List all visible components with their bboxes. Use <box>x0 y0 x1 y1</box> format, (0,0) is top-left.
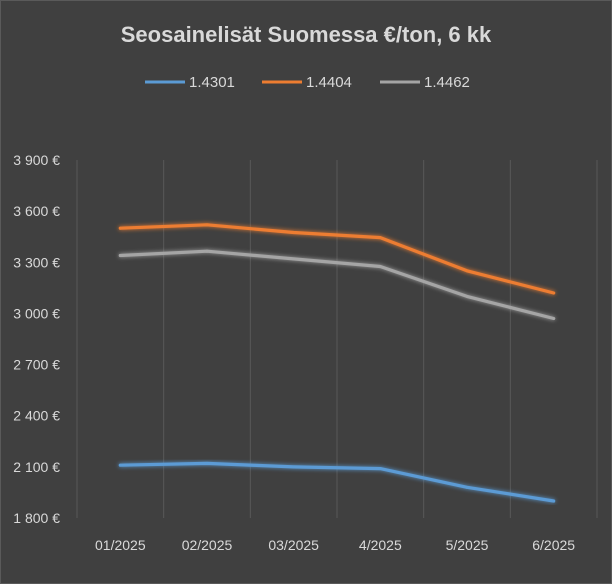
data-point <box>378 467 382 470</box>
data-point <box>292 257 296 261</box>
legend-label: 1.4301 <box>189 74 235 91</box>
data-point <box>378 236 382 239</box>
legend-label: 1.4404 <box>306 74 352 91</box>
data-point <box>378 265 382 268</box>
series-line-1.4462 <box>118 249 556 321</box>
y-tick-label: 2 100 € <box>13 459 60 475</box>
y-tick-label: 2 400 € <box>13 408 60 424</box>
x-tick-label: 5/2025 <box>446 537 489 553</box>
data-point <box>205 462 209 465</box>
y-tick-label: 3 000 € <box>13 305 60 321</box>
x-axis: 01/2025 02/2025 03/2025 4/2025 5/2025 6/2025 <box>95 537 575 553</box>
data-point <box>118 254 122 257</box>
data-point <box>205 223 209 227</box>
legend-label: 1.4462 <box>424 74 470 91</box>
x-tick-label: 03/2025 <box>268 537 319 553</box>
series-line-1.4404 <box>118 223 556 295</box>
y-tick-label: 2 700 € <box>13 357 60 373</box>
x-tick-label: 6/2025 <box>532 537 575 553</box>
data-point <box>205 249 209 253</box>
y-axis: 1 800 € 2 100 € 2 400 € 2 700 € 3 000 € 3 300… <box>13 152 60 526</box>
data-point <box>465 485 469 489</box>
chart-title: Seosainelisät Suomessa €/ton, 6 kk <box>121 22 492 47</box>
x-tick-label: 02/2025 <box>182 537 233 553</box>
data-point <box>292 231 296 234</box>
series-line-1.4301 <box>118 461 556 503</box>
data-point <box>292 465 296 469</box>
data-point <box>465 294 469 298</box>
data-point <box>118 226 122 230</box>
y-tick-label: 3 300 € <box>13 254 60 270</box>
y-tick-label: 3 600 € <box>13 203 60 219</box>
x-tick-label: 01/2025 <box>95 537 146 553</box>
data-point <box>552 291 556 295</box>
y-tick-label: 3 900 € <box>13 152 60 168</box>
series-lines <box>118 223 556 503</box>
gridlines <box>76 160 598 518</box>
data-point <box>118 463 122 467</box>
y-tick-label: 1 800 € <box>13 510 60 526</box>
x-tick-label: 4/2025 <box>359 537 402 553</box>
legend: 1.4301 1.4404 1.4462 <box>145 74 470 91</box>
data-point <box>552 499 556 503</box>
data-point <box>552 317 556 320</box>
data-point <box>465 269 469 273</box>
